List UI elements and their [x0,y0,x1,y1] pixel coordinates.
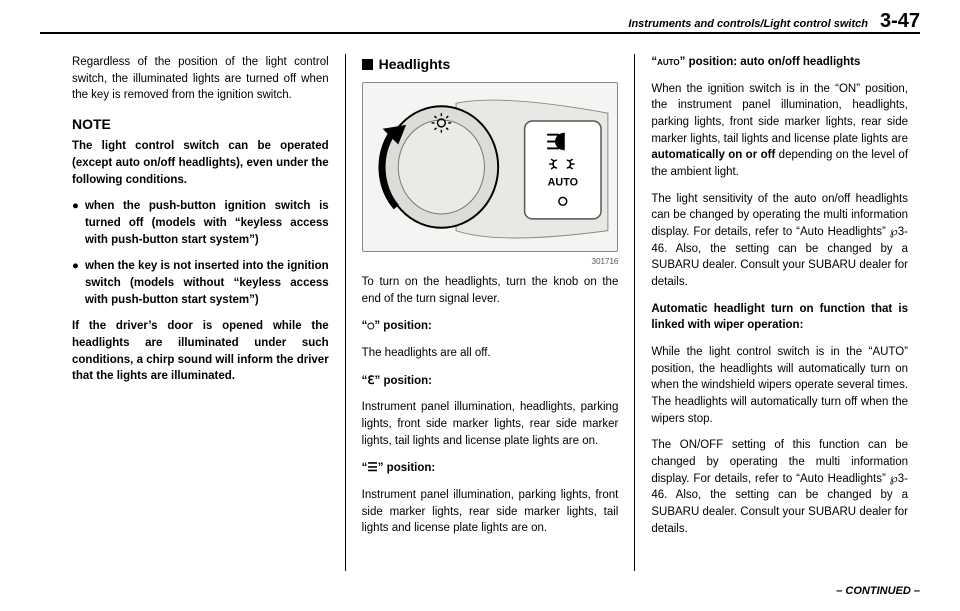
body-text: Instrument panel illumination, parking l… [362,487,619,537]
columns: Regardless of the position of the light … [60,54,920,571]
body-text: Instrument panel illumination, headlight… [362,399,619,449]
square-bullet-icon [362,59,373,70]
column-1: Regardless of the position of the light … [60,54,341,571]
running-header: Instruments and controls/Light control s… [628,10,920,33]
note-block: NOTE The light control switch can be ope… [72,114,329,385]
continued-label: – CONTINUED – [836,585,920,597]
section-title: Instruments and controls/Light control s… [628,18,868,30]
body-heading: Automatic headlight turn on function tha… [651,301,908,334]
bullet-text: when the key is not inserted into the ig… [85,258,329,308]
column-separator [345,54,346,571]
column-3: “AUTO” position: auto on/off headlights … [639,54,920,571]
note-heading: NOTE [72,114,329,134]
position-label: “☰” position: [362,459,619,477]
note-text: If the driver’s door is opened while the… [72,318,329,385]
header-rule [40,32,920,34]
body-text: The ON/OFF setting of this function can … [651,437,908,537]
column-2: Headlights [350,54,631,571]
subheading-text: Headlights [379,54,451,74]
note-text: The light control switch can be operated… [72,138,329,188]
body-text: Regardless of the position of the light … [72,54,329,104]
manual-page: Instruments and controls/Light control s… [0,0,960,611]
note-bullet: ●when the key is not inserted into the i… [72,258,329,308]
body-text: To turn on the headlights, turn the knob… [362,274,619,307]
off-icon: ○ [367,318,374,332]
xref-icon: ℘ [890,473,898,485]
note-bullet: ●when the push-button ignition switch is… [72,198,329,248]
position-label: “○” position: [362,317,619,335]
headlight-switch-figure: AUTO [362,82,619,252]
bullet-dot: ● [72,258,79,308]
figure-id: 301716 [362,256,619,268]
page-number: 3-47 [880,10,920,33]
position-label: “ℇ” position: [362,372,619,390]
column-separator [634,54,635,571]
auto-icon: AUTO [657,58,680,67]
parking-light-icon: ☰ [367,460,377,474]
position-label: “AUTO” position: auto on/off headlights [651,54,908,71]
headlight-switch-svg: AUTO [363,83,618,251]
body-text: The headlights are all off. [362,345,619,362]
body-text: The light sensitivity of the auto on/off… [651,191,908,291]
xref-icon: ℘ [890,226,898,238]
body-text: When the ignition switch is in the “ON” … [651,81,908,181]
bullet-text: when the push-button ignition switch is … [85,198,329,248]
body-text: While the light control switch is in the… [651,344,908,427]
bullet-dot: ● [72,198,79,248]
svg-text:AUTO: AUTO [547,177,577,189]
subheading: Headlights [362,54,619,74]
headlight-icon: ℇ [367,373,374,387]
